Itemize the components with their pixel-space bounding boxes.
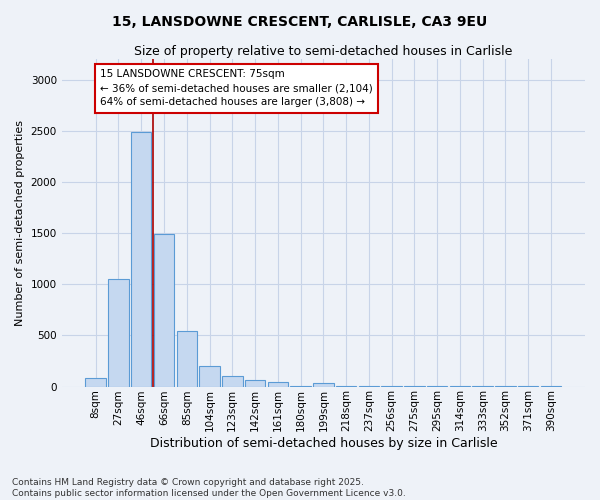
Text: 15, LANSDOWNE CRESCENT, CARLISLE, CA3 9EU: 15, LANSDOWNE CRESCENT, CARLISLE, CA3 9E…	[112, 15, 488, 29]
Bar	[108, 279, 129, 386]
Bar	[313, 384, 334, 386]
Bar	[245, 380, 265, 386]
Bar	[222, 376, 242, 386]
Bar	[176, 332, 197, 386]
Bar	[199, 366, 220, 386]
Bar	[154, 234, 174, 386]
Text: Contains HM Land Registry data © Crown copyright and database right 2025.
Contai: Contains HM Land Registry data © Crown c…	[12, 478, 406, 498]
Text: 15 LANSDOWNE CRESCENT: 75sqm
← 36% of semi-detached houses are smaller (2,104)
6: 15 LANSDOWNE CRESCENT: 75sqm ← 36% of se…	[100, 70, 373, 108]
Bar	[85, 378, 106, 386]
X-axis label: Distribution of semi-detached houses by size in Carlisle: Distribution of semi-detached houses by …	[149, 437, 497, 450]
Bar	[268, 382, 288, 386]
Title: Size of property relative to semi-detached houses in Carlisle: Size of property relative to semi-detach…	[134, 45, 512, 58]
Bar	[131, 132, 151, 386]
Y-axis label: Number of semi-detached properties: Number of semi-detached properties	[15, 120, 25, 326]
